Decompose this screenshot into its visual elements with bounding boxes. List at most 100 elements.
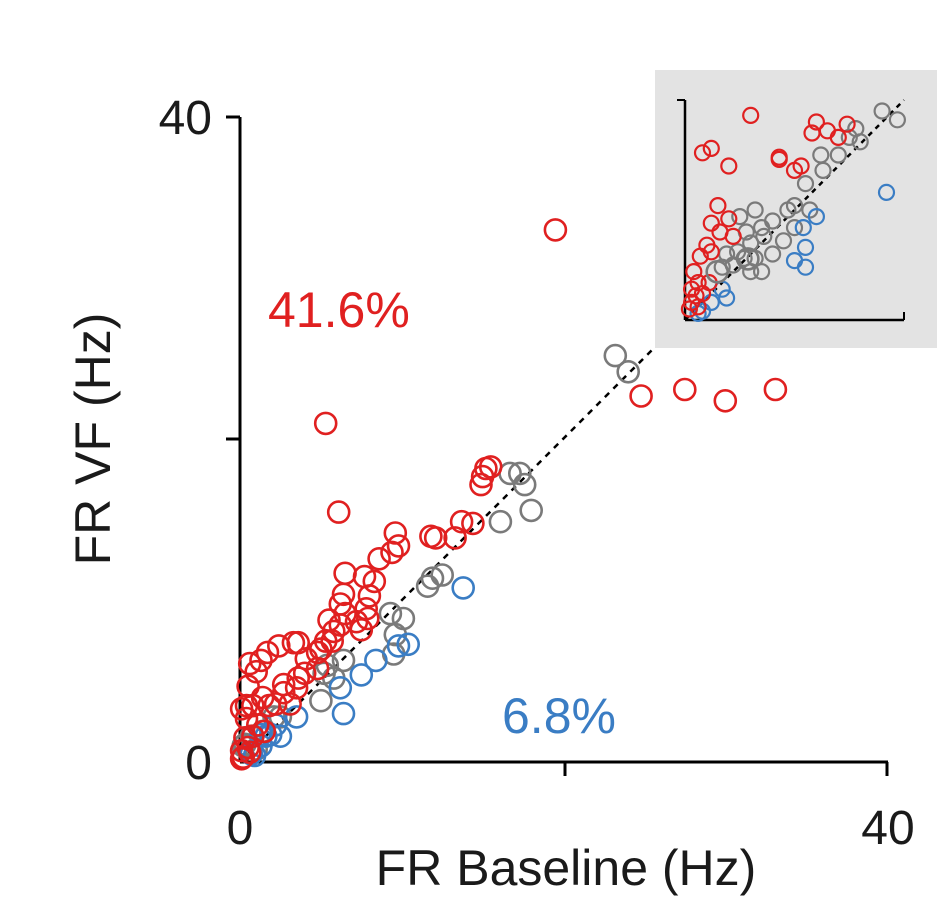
inset-point-decreased-10 <box>693 302 712 320</box>
point-increased-63 <box>241 724 265 749</box>
point-increased-15 <box>419 524 443 549</box>
point-decreased-3 <box>364 648 388 673</box>
inset-point-increased-2 <box>702 139 720 157</box>
point-increased-13 <box>443 526 467 550</box>
point-increased-4 <box>672 377 697 402</box>
point-increased-49 <box>286 666 311 690</box>
x-axis-title: FR Baseline (Hz) <box>376 840 757 896</box>
inset-point-decreased-5 <box>796 258 815 276</box>
point-unchanged-4 <box>512 472 537 497</box>
decreased-percentage-label: 6.8% <box>502 688 616 744</box>
point-increased-12 <box>449 509 474 534</box>
point-increased-19 <box>367 546 391 571</box>
point-increased-58 <box>234 693 259 718</box>
point-unchanged-2 <box>705 259 730 284</box>
point-increased-5 <box>713 388 738 413</box>
point-unchanged-14 <box>378 601 403 626</box>
inset-point-unchanged-18 <box>742 263 760 281</box>
point-decreased-4 <box>349 663 374 687</box>
point-increased-22 <box>333 561 357 586</box>
point-decreased-5 <box>328 675 353 700</box>
inset-point-unchanged-7 <box>796 175 815 193</box>
point-increased-2 <box>326 500 351 524</box>
inset-point-increased-1 <box>807 113 826 131</box>
inset-point-increased-15 <box>702 214 720 232</box>
inset-point-increased-19 <box>702 243 720 261</box>
inset-point-increased-8 <box>838 115 856 133</box>
inset-point-unchanged-29 <box>746 201 764 219</box>
point-unchanged-20 <box>309 688 333 713</box>
point-increased-61 <box>245 713 270 737</box>
main-points <box>229 218 788 771</box>
point-increased-50 <box>284 675 309 700</box>
inset-point-increased-13 <box>709 197 727 215</box>
point-increased-44 <box>244 659 269 684</box>
point-increased-27 <box>355 606 380 631</box>
point-increased-37 <box>305 640 330 665</box>
inset-point-unchanged-4 <box>851 133 869 151</box>
point-increased-17 <box>386 534 411 558</box>
increased-percentage-label: 41.6% <box>268 282 410 338</box>
point-unchanged-8 <box>488 509 513 534</box>
point-increased-0 <box>543 218 568 242</box>
point-unchanged-12 <box>391 606 416 631</box>
inset-point-unchanged-13 <box>742 234 760 252</box>
inset-point-unchanged-23 <box>763 245 782 263</box>
point-decreased-15 <box>242 743 267 768</box>
inset-point-increased-0 <box>742 106 760 125</box>
inset-point-unchanged-12 <box>755 227 773 245</box>
point-increased-28 <box>357 584 382 608</box>
point-increased-18 <box>380 540 404 565</box>
inset-point-unchanged-0 <box>873 102 891 120</box>
point-unchanged-16 <box>331 648 356 673</box>
inset-point-decreased-0 <box>877 183 896 201</box>
inset-point-unchanged-3 <box>840 128 858 146</box>
point-increased-55 <box>257 693 281 718</box>
inset-point-unchanged-6 <box>814 161 832 179</box>
inset-point-increased-26 <box>680 300 699 318</box>
inset-point-increased-12 <box>792 157 810 175</box>
inset-identity-line <box>684 99 905 321</box>
point-increased-11 <box>461 511 485 536</box>
point-increased-3 <box>629 384 653 408</box>
inset-point-increased-10 <box>770 148 788 166</box>
point-increased-69 <box>229 746 254 771</box>
inset-points <box>680 102 907 322</box>
point-increased-42 <box>255 640 280 665</box>
x-tick-label-40: 40 <box>861 802 914 855</box>
point-increased-48 <box>292 661 317 686</box>
point-decreased-2 <box>386 634 411 658</box>
inset-point-decreased-1 <box>807 208 826 226</box>
point-increased-47 <box>305 656 330 681</box>
inset-point-increased-3 <box>693 144 712 162</box>
point-unchanged-3 <box>736 247 760 271</box>
point-increased-67 <box>237 740 262 765</box>
inset-point-increased-20 <box>691 247 709 265</box>
point-decreased-7 <box>284 705 309 729</box>
point-unchanged-11 <box>415 574 440 599</box>
inset-point-unchanged-27 <box>829 146 847 164</box>
identity-line <box>239 346 656 763</box>
inset-point-unchanged-28 <box>731 208 749 226</box>
point-unchanged-5 <box>519 498 544 523</box>
y-tick-label-40: 40 <box>159 92 212 145</box>
point-unchanged-19 <box>312 661 336 686</box>
point-unchanged-0 <box>603 343 628 368</box>
inset-point-increased-14 <box>720 210 738 228</box>
x-tick-label-0: 0 <box>227 802 254 855</box>
y-tick-label-0: 0 <box>185 737 212 790</box>
inset-point-unchanged-9 <box>779 201 797 219</box>
point-increased-16 <box>383 521 408 545</box>
point-increased-9 <box>470 464 495 489</box>
inset-point-decreased-2 <box>794 219 812 237</box>
point-decreased-6 <box>331 701 356 726</box>
inset-point-unchanged-21 <box>713 258 731 276</box>
point-increased-10 <box>469 472 493 497</box>
point-increased-68 <box>231 745 255 770</box>
point-unchanged-9 <box>430 563 455 587</box>
inset-point-increased-21 <box>685 263 703 281</box>
inset-point-unchanged-22 <box>752 263 771 281</box>
point-decreased-12 <box>249 722 273 747</box>
point-increased-40 <box>281 630 306 655</box>
